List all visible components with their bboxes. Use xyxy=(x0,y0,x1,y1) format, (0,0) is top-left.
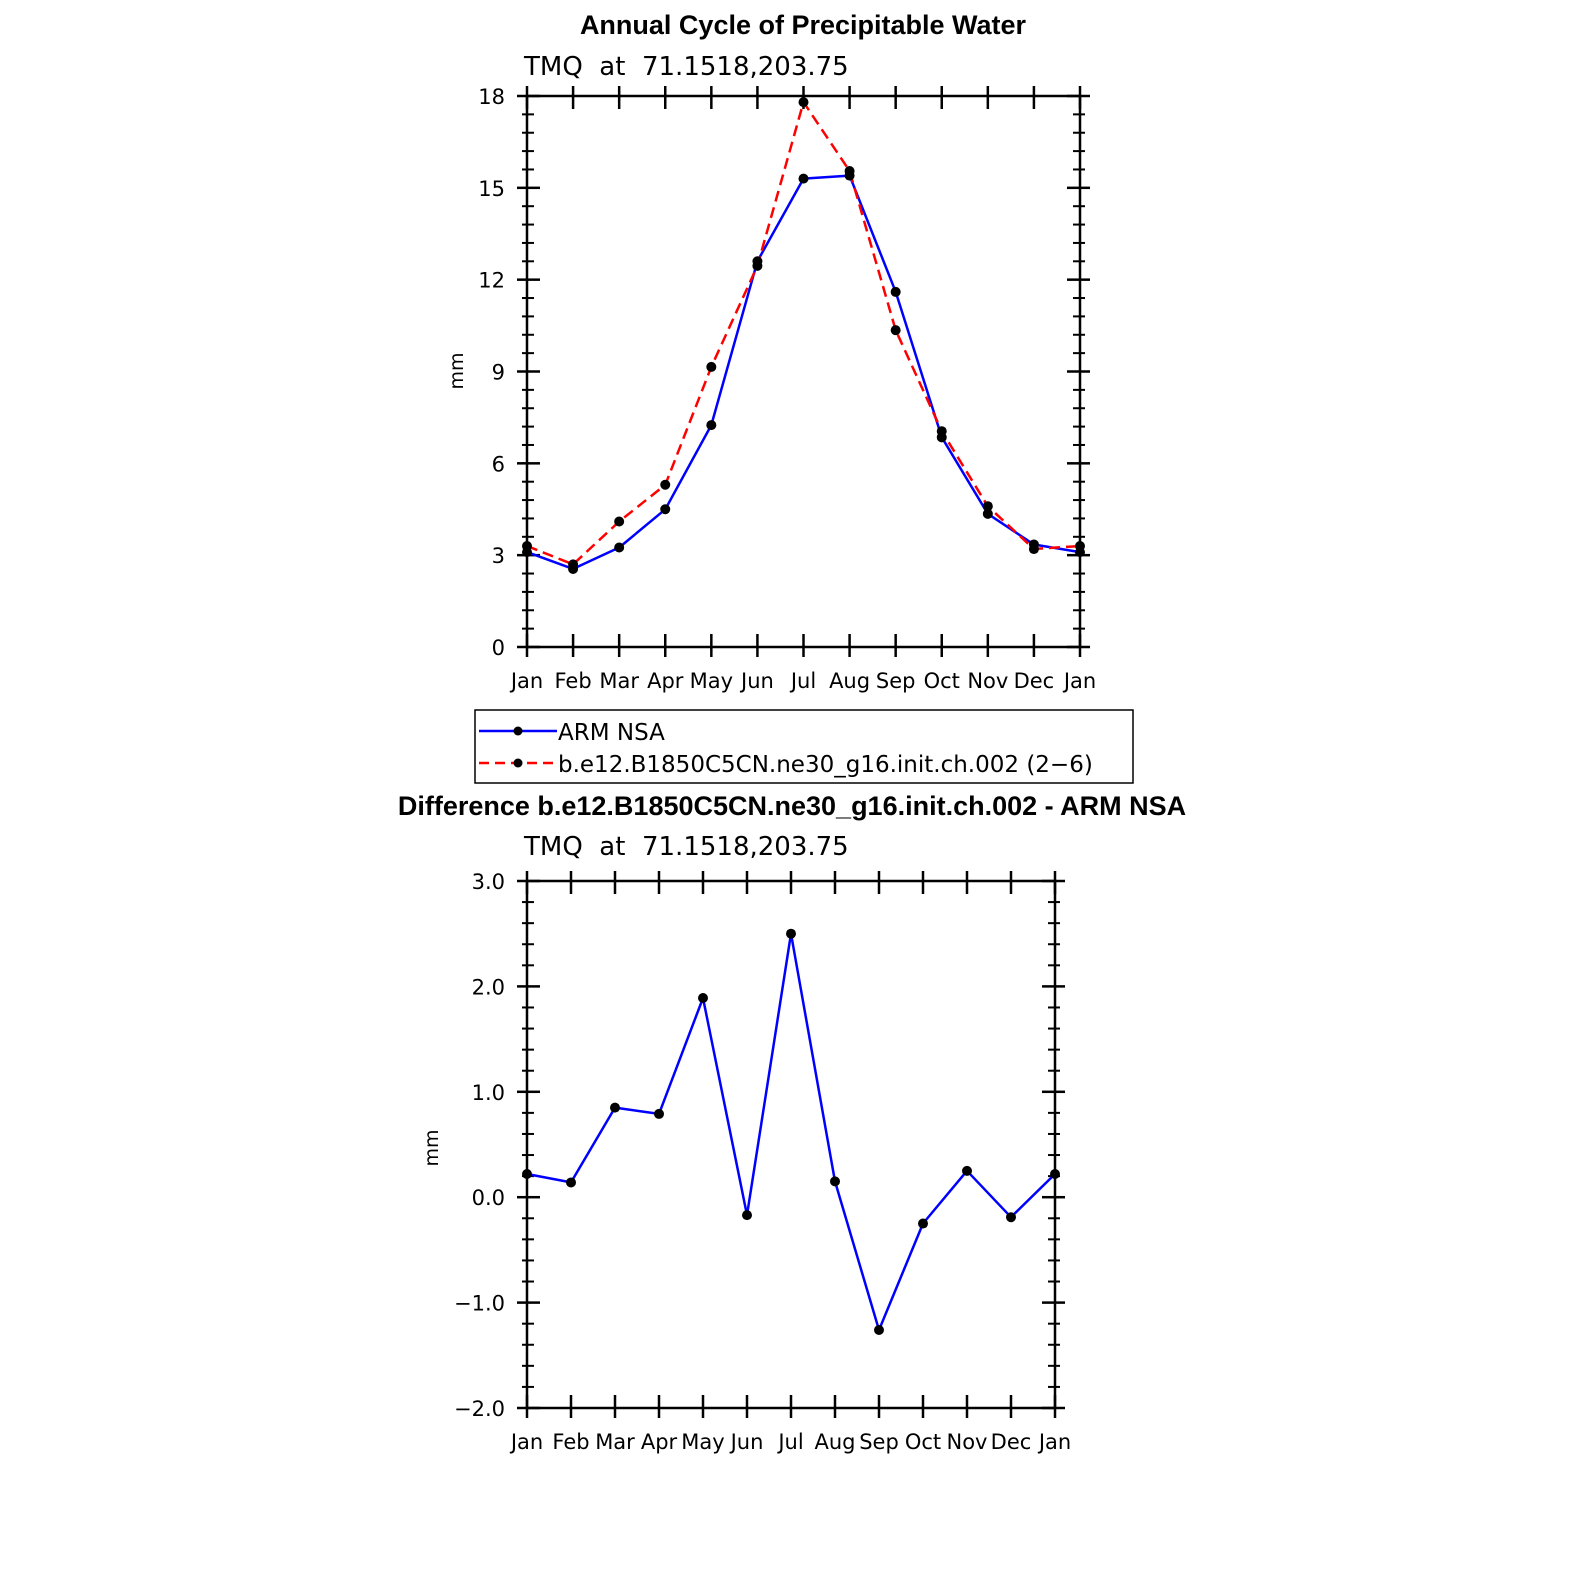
data-point-s0-9 xyxy=(918,1218,928,1229)
data-point-s0-10 xyxy=(982,508,993,519)
data-point-s1-3 xyxy=(660,479,671,490)
x-tick-label: Dec xyxy=(991,1430,1032,1454)
x-tick-label: Mar xyxy=(599,669,639,693)
data-point-s0-10 xyxy=(962,1165,972,1176)
chart2-title: Difference b.e12.B1850C5CN.ne30_g16.init… xyxy=(398,791,1186,821)
data-point-s1-6 xyxy=(798,97,809,108)
chart1-ticks: 0 3 6 9 12 15 18 Jan Feb Mar Apr May Jun Jul Aug Sep Oct… xyxy=(478,85,1096,693)
y-tick-label: 0 xyxy=(492,636,505,660)
chart1-ylabel: mm xyxy=(446,352,468,389)
y-tick-label: 18 xyxy=(478,85,505,109)
x-tick-label: Sep xyxy=(876,669,916,693)
data-point-s0-5 xyxy=(742,1210,752,1221)
legend-label-arm-nsa: ARM NSA xyxy=(558,720,665,746)
y-tick-label: 2.0 xyxy=(472,975,505,999)
y-tick-label: 1.0 xyxy=(472,1081,505,1105)
x-tick-label: Mar xyxy=(595,1430,635,1454)
chart-difference: Difference b.e12.B1850C5CN.ne30_g16.init… xyxy=(398,791,1186,1454)
x-tick-label: Jul xyxy=(776,1430,803,1454)
chart1-series xyxy=(522,97,1085,574)
x-tick-label: Aug xyxy=(829,669,870,693)
data-point-s1-7 xyxy=(844,165,855,176)
data-point-s1-2 xyxy=(614,516,625,527)
data-point-s1-10 xyxy=(982,501,993,512)
x-tick-label: Dec xyxy=(1014,669,1055,693)
x-tick-label: Oct xyxy=(924,669,960,693)
series-line-0 xyxy=(526,932,1056,1332)
x-tick-label: Jun xyxy=(739,669,774,693)
data-point-s1-5 xyxy=(752,260,763,271)
x-tick-label: Jul xyxy=(789,669,816,693)
chart1-subtitle: TMQ at 71.1518,203.75 xyxy=(523,52,849,82)
y-tick-label: −2.0 xyxy=(454,1397,505,1421)
chart2-subtitle: TMQ at 71.1518,203.75 xyxy=(523,832,849,862)
x-tick-label: Jan xyxy=(1062,669,1096,693)
chart-annual-cycle: Annual Cycle of Precipitable Water TMQ a… xyxy=(446,10,1134,784)
series-line-1 xyxy=(526,100,1081,566)
data-point-s1-4 xyxy=(706,361,717,372)
data-point-s0-2 xyxy=(610,1102,620,1113)
data-point-s0-4 xyxy=(706,420,717,431)
x-tick-label: Feb xyxy=(554,669,591,693)
y-tick-label: 3.0 xyxy=(472,870,505,894)
x-tick-label: Sep xyxy=(859,1430,899,1454)
y-tick-label: 12 xyxy=(478,269,505,293)
chart2-plot-frame xyxy=(525,879,1057,1410)
chart1-legend: ARM NSA b.e12.B1850C5CN.ne30_g16.init.ch… xyxy=(474,709,1134,784)
legend-box xyxy=(474,709,1134,784)
x-tick-label: Feb xyxy=(552,1430,589,1454)
data-point-s1-9 xyxy=(936,426,947,437)
data-point-s0-1 xyxy=(566,1177,576,1188)
x-tick-label: Oct xyxy=(905,1430,941,1454)
data-point-s0-8 xyxy=(890,286,901,297)
chart2-ticks: −2.0 −1.0 0.0 1.0 2.0 3.0 Jan Feb Mar Apr May Jun Ju… xyxy=(454,870,1071,1454)
x-tick-label: Jan xyxy=(509,669,543,693)
chart2-ylabel: mm xyxy=(421,1129,443,1166)
y-tick-label: −1.0 xyxy=(454,1292,505,1316)
y-tick-label: 6 xyxy=(492,452,505,476)
x-tick-label: May xyxy=(690,669,733,693)
data-point-s0-8 xyxy=(874,1325,884,1336)
x-tick-label: Apr xyxy=(647,669,684,693)
data-point-s1-11 xyxy=(1028,544,1039,555)
data-point-s0-4 xyxy=(698,992,708,1003)
x-tick-label: Aug xyxy=(814,1430,855,1454)
series-line-0 xyxy=(526,174,1081,571)
y-tick-label: 15 xyxy=(478,177,505,201)
x-tick-label: Jan xyxy=(509,1430,543,1454)
x-tick-label: Jan xyxy=(1037,1430,1071,1454)
x-tick-label: Nov xyxy=(947,1430,988,1454)
x-tick-label: May xyxy=(681,1430,724,1454)
legend-item-model: b.e12.B1850C5CN.ne30_g16.init.ch.002 (2−… xyxy=(479,752,1093,778)
x-tick-label: Nov xyxy=(967,669,1008,693)
y-tick-label: 0.0 xyxy=(472,1186,505,1210)
data-point-s0-3 xyxy=(660,504,671,515)
data-point-s0-7 xyxy=(830,1176,840,1187)
x-tick-label: Apr xyxy=(641,1430,678,1454)
y-tick-label: 9 xyxy=(492,361,505,385)
data-point-s1-8 xyxy=(890,325,901,336)
legend-label-model: b.e12.B1850C5CN.ne30_g16.init.ch.002 (2−… xyxy=(558,752,1093,778)
y-tick-label: 3 xyxy=(492,544,505,568)
data-point-s0-3 xyxy=(654,1108,664,1119)
data-point-s1-1 xyxy=(568,559,579,570)
data-point-s0-6 xyxy=(798,173,809,184)
data-point-s0-2 xyxy=(614,542,625,553)
chart2-series xyxy=(522,928,1060,1336)
data-point-s0-11 xyxy=(1006,1212,1016,1223)
data-point-s0-6 xyxy=(786,928,796,939)
legend-marker-arm-nsa xyxy=(513,726,523,736)
chart1-title: Annual Cycle of Precipitable Water xyxy=(580,10,1027,40)
legend-marker-model xyxy=(513,758,523,768)
x-tick-label: Jun xyxy=(729,1430,764,1454)
legend-item-arm-nsa: ARM NSA xyxy=(479,720,665,746)
chart1-plot-frame xyxy=(525,94,1082,649)
